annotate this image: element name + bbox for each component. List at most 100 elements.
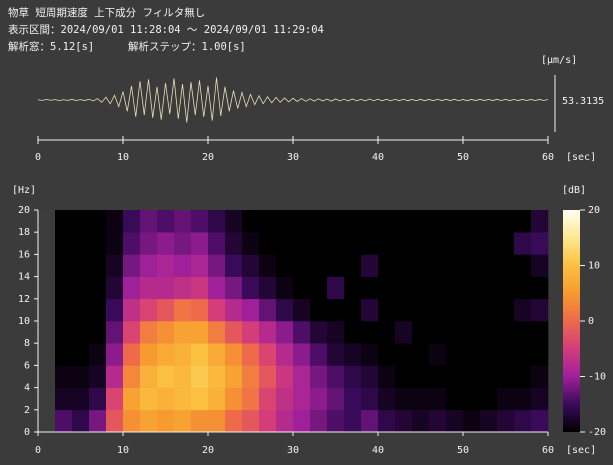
spectrogram-cell (378, 210, 395, 233)
spectrogram-cell (259, 365, 276, 388)
spectrogram-cell (344, 388, 361, 411)
spectrogram-cell (106, 299, 123, 322)
screen: 物草 短周期速度 上下成分 フィルタ無し 表示区間：2024/09/01 11:… (0, 0, 613, 465)
spectrogram-cell (242, 365, 259, 388)
spectrogram-cell (463, 343, 480, 366)
spectrogram-cell (191, 210, 208, 233)
spectrogram-cell (480, 254, 497, 277)
spectrogram-cell (395, 388, 412, 411)
spectrogram-cell (140, 277, 157, 300)
spectrogram-cell (276, 388, 293, 411)
spectrogram-cell (429, 321, 446, 344)
spectrogram-cell (378, 388, 395, 411)
spectrogram-cell (395, 210, 412, 233)
x-tick-label: 0 (35, 152, 41, 163)
spectrogram-cell (174, 343, 191, 366)
spectrogram-cell (140, 254, 157, 277)
spectrogram-cell (55, 388, 72, 411)
spectrogram-cell (310, 210, 327, 233)
spectrogram-cell (225, 254, 242, 277)
spectrogram-cell (106, 210, 123, 233)
spectrogram-cell (480, 410, 497, 433)
y-unit-label: [μm/s] (541, 55, 577, 66)
spectrogram-cell (208, 210, 225, 233)
spectrogram-cell (293, 365, 310, 388)
spectrogram-cell (361, 277, 378, 300)
spectrogram-cell (531, 299, 548, 322)
spectrogram-cell (531, 388, 548, 411)
spectrogram-cell (242, 210, 259, 233)
spectrogram-cell (276, 232, 293, 255)
spectrogram-cell (157, 321, 174, 344)
spectrogram-cell (89, 388, 106, 411)
spectrogram-cell (429, 410, 446, 433)
spectrogram-cell (497, 232, 514, 255)
spectrogram-cell (310, 365, 327, 388)
spectrogram-cell (378, 410, 395, 433)
y-tick-label: 8 (24, 338, 30, 349)
spectrogram-cell (106, 232, 123, 255)
spectrogram-cell (157, 254, 174, 277)
spectrogram-cell (395, 254, 412, 277)
spectrogram-cell (361, 388, 378, 411)
spectrogram-cell (157, 277, 174, 300)
spectrogram-cell (480, 321, 497, 344)
spectrogram-cell (225, 299, 242, 322)
spectrogram-cell (55, 210, 72, 233)
spectrogram-cell (191, 254, 208, 277)
spectrogram-cell (310, 254, 327, 277)
spectrogram-cell (123, 299, 140, 322)
spectrogram-cell (208, 277, 225, 300)
spectrogram-cell (89, 210, 106, 233)
spectrogram-cell (242, 388, 259, 411)
spectrogram-cell (446, 232, 463, 255)
spectrogram-cell (72, 365, 89, 388)
spectrogram-cell (140, 365, 157, 388)
spectrogram-cell (89, 254, 106, 277)
spectrogram-cell (174, 388, 191, 411)
spectrogram-cell (446, 299, 463, 322)
spectrogram-cell (106, 365, 123, 388)
spectrogram-cell (361, 299, 378, 322)
spectrogram-cell (463, 210, 480, 233)
spectrogram-cell (276, 343, 293, 366)
spectrogram-cell (378, 365, 395, 388)
spectrogram-cell (174, 321, 191, 344)
spectrogram-cell (259, 388, 276, 411)
spectrogram-cell (242, 299, 259, 322)
spectrogram-cell (293, 299, 310, 322)
x-tick-label: 40 (372, 445, 384, 456)
spectrogram-cell (344, 365, 361, 388)
spectrogram-cell (242, 277, 259, 300)
spectrogram-cell (208, 321, 225, 344)
spectrogram-cell (344, 277, 361, 300)
colorbar (563, 210, 580, 432)
spectrogram-cell (106, 343, 123, 366)
spectrogram-cell (225, 210, 242, 233)
spectrogram-cell (310, 232, 327, 255)
spectrogram-cell (225, 321, 242, 344)
spectrogram-cell (225, 277, 242, 300)
spectrogram-cell (89, 321, 106, 344)
x-tick-label: 30 (287, 152, 299, 163)
x-tick-label: 20 (202, 152, 214, 163)
spectrogram-cell (497, 299, 514, 322)
spectrogram-cell (344, 343, 361, 366)
spectrogram-cell (174, 299, 191, 322)
spectrogram-cell (480, 232, 497, 255)
spectrogram-cell (361, 232, 378, 255)
spectrogram-cell (514, 277, 531, 300)
spectrogram-cell (293, 388, 310, 411)
spectrogram-cell (208, 365, 225, 388)
spectrogram-cell (242, 410, 259, 433)
spectrogram-cell (429, 254, 446, 277)
spectrogram-cell (72, 343, 89, 366)
spectrogram-cell (55, 277, 72, 300)
spectrogram-cell (276, 210, 293, 233)
spectrogram-cell (463, 410, 480, 433)
spectrogram-cell (208, 232, 225, 255)
spectrogram-cell (89, 277, 106, 300)
spectrogram-cell (531, 277, 548, 300)
spectrogram-cell (497, 210, 514, 233)
y-tick-label: 12 (18, 294, 30, 305)
